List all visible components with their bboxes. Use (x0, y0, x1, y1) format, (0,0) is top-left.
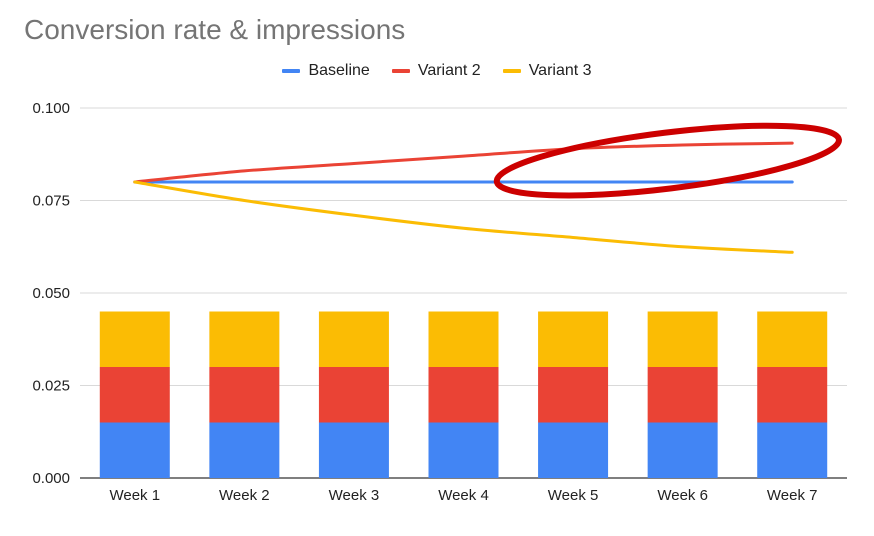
bar-segment-variant-2 (209, 367, 280, 423)
legend-item-variant-2[interactable]: Variant 2 (391, 62, 481, 80)
y-tick-label: 0.075 (32, 193, 70, 210)
bar-segment-variant-2 (318, 367, 389, 423)
legend-swatch-variant-3 (502, 69, 521, 73)
legend-item-variant-3[interactable]: Variant 3 (502, 62, 592, 80)
legend-swatch-variant-2 (391, 69, 410, 73)
bar-segment-variant-3 (757, 311, 828, 367)
bar-segment-baseline (428, 422, 499, 478)
legend-label-variant-3: Variant 3 (528, 62, 592, 79)
bar-segment-variant-3 (538, 311, 609, 367)
y-tick-label: 0.100 (32, 100, 70, 117)
bar-segment-variant-3 (209, 311, 280, 367)
bar-segment-variant-2 (99, 367, 170, 423)
chart-title: Conversion rate & impressions (24, 14, 406, 45)
bar-segment-variant-2 (538, 367, 609, 423)
bar-segment-variant-3 (99, 311, 170, 367)
y-tick-label: 0.025 (32, 378, 70, 395)
x-tick-label: Week 6 (657, 487, 708, 504)
x-tick-label: Week 7 (767, 487, 818, 504)
legend-label-variant-2: Variant 2 (417, 62, 481, 79)
bar-segment-variant-3 (647, 311, 718, 367)
bar-segment-variant-3 (318, 311, 389, 367)
legend-item-baseline[interactable]: Baseline (282, 62, 370, 80)
bar-segment-baseline (99, 422, 170, 478)
bar-segment-baseline (538, 422, 609, 478)
bar-segment-baseline (209, 422, 280, 478)
bar-segment-variant-3 (428, 311, 499, 367)
bar-segment-baseline (647, 422, 718, 478)
x-tick-label: Week 1 (109, 487, 160, 504)
legend-swatch-baseline (282, 69, 301, 73)
x-tick-label: Week 5 (548, 487, 599, 504)
chart-legend: Baseline Variant 2 Variant 3 (0, 62, 874, 80)
bar-segment-baseline (757, 422, 828, 478)
x-tick-label: Week 2 (219, 487, 270, 504)
bar-segment-variant-2 (428, 367, 499, 423)
bar-segment-variant-2 (757, 367, 828, 423)
bar-segment-baseline (318, 422, 389, 478)
y-tick-label: 0.050 (32, 285, 70, 302)
line-series-variant-2 (133, 141, 794, 184)
line-series-variant-3 (133, 180, 794, 254)
bar-segment-variant-2 (647, 367, 718, 423)
y-tick-label: 0.000 (32, 470, 70, 487)
annotation-ellipse (493, 122, 842, 199)
x-tick-label: Week 3 (329, 487, 380, 504)
legend-label-baseline: Baseline (308, 62, 370, 79)
x-tick-label: Week 4 (438, 487, 489, 504)
